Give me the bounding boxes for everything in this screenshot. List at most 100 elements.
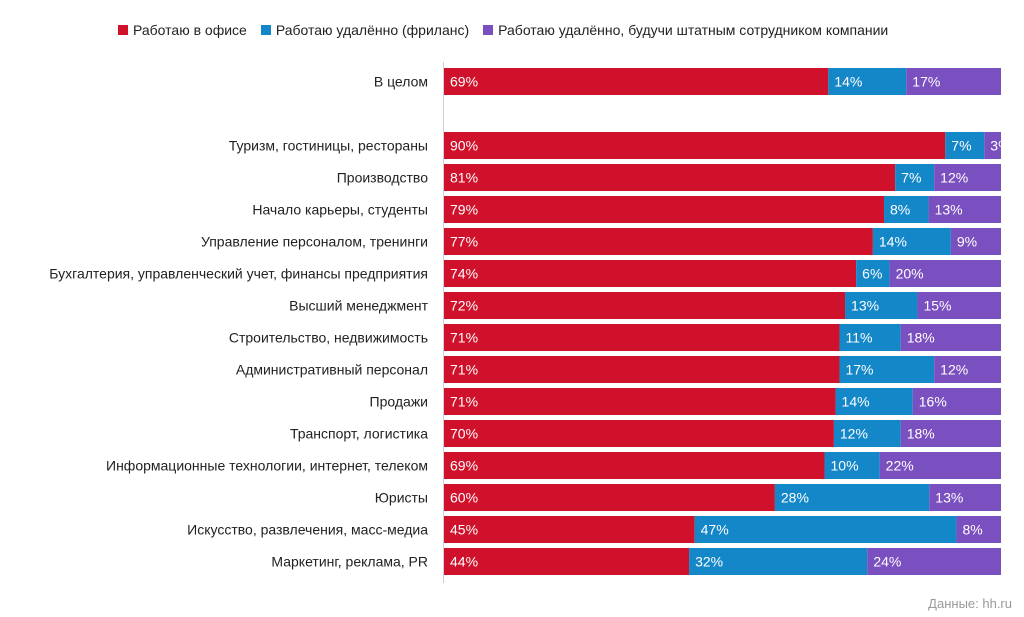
category-label: Туризм, гостиницы, рестораны xyxy=(229,138,428,154)
legend-swatch-remote-staff xyxy=(483,25,494,35)
data-label-remote-staff: 20% xyxy=(896,266,924,282)
category-label: Высший менеджмент xyxy=(289,298,428,314)
bar-row: Начало карьеры, студенты 79% 8% 13% xyxy=(252,196,1001,223)
data-label-freelance: 11% xyxy=(845,330,872,346)
legend-label-remote-staff: Работаю удалённо, будучи штатным сотрудн… xyxy=(498,22,889,38)
data-label-remote-staff: 8% xyxy=(962,522,982,538)
data-label-office: 77% xyxy=(450,234,478,250)
legend-swatch-freelance xyxy=(260,25,271,35)
bar-segment-freelance xyxy=(895,164,935,191)
data-label-office: 69% xyxy=(450,458,478,474)
bar-row: Высший менеджмент 72% 13% 15% xyxy=(289,292,1001,319)
data-label-freelance: 12% xyxy=(840,426,868,442)
bar-row: Транспорт, логистика 70% 12% 18% xyxy=(290,420,1001,447)
data-label-remote-staff: 18% xyxy=(907,330,935,346)
data-label-freelance: 28% xyxy=(781,490,809,506)
legend-item-office: Работаю в офисе xyxy=(118,22,247,38)
bar-segment-remote-staff xyxy=(900,420,1001,447)
bar-segment-office xyxy=(444,452,825,479)
bar-segment-freelance xyxy=(945,132,985,159)
data-label-freelance: 10% xyxy=(831,458,859,474)
bar-segment-office xyxy=(444,420,834,447)
legend-label-freelance: Работаю удалённо (фриланс) xyxy=(275,22,470,38)
bar-row: Управление персоналом, тренинги 77% 14% 9% xyxy=(201,228,1001,255)
data-label-remote-staff: 12% xyxy=(940,170,968,186)
category-label: Искусство, развлечения, масс-медиа xyxy=(187,522,428,538)
data-label-office: 74% xyxy=(450,266,478,282)
bar-segment-freelance xyxy=(689,548,868,575)
bar-segment-office xyxy=(444,164,896,191)
category-label: Информационные технологии, интернет, тел… xyxy=(106,458,428,474)
data-label-freelance: 7% xyxy=(901,170,921,186)
category-label: Начало карьеры, студенты xyxy=(252,202,428,218)
legend-item-remote-staff: Работаю удалённо, будучи штатным сотрудн… xyxy=(483,22,888,38)
data-label-remote-staff: 22% xyxy=(886,458,914,474)
bar-segment-remote-staff xyxy=(917,292,1001,319)
bar-segment-remote-staff xyxy=(950,228,1001,255)
bar-segment-office xyxy=(444,388,836,415)
data-label-office: 72% xyxy=(450,298,478,314)
bar-segment-remote-staff xyxy=(900,324,1001,351)
data-label-remote-staff: 15% xyxy=(923,298,951,314)
bar-segment-freelance xyxy=(856,260,890,287)
bar-segment-office xyxy=(444,196,885,223)
data-label-remote-staff: 16% xyxy=(919,394,947,410)
bar-segment-office xyxy=(444,132,946,159)
bar-segment-remote-staff xyxy=(934,356,1001,383)
data-label-freelance: 47% xyxy=(701,522,729,538)
data-label-office: 70% xyxy=(450,426,478,442)
bar-segment-office xyxy=(444,260,857,287)
category-label: Бухгалтерия, управленческий учет, финанс… xyxy=(49,266,428,282)
bar-row: Производство 81% 7% 12% xyxy=(337,164,1001,191)
data-label-remote-staff: 9% xyxy=(957,234,977,250)
data-label-freelance: 8% xyxy=(890,202,910,218)
bar-row: Искусство, развлечения, масс-медиа 45% 47%… xyxy=(187,516,1001,543)
bar-segment-freelance xyxy=(833,420,901,447)
category-label: В целом xyxy=(374,74,428,90)
bar-segment-office xyxy=(444,484,775,511)
bar-row: Строительство, недвижимость 71% 11% 18% xyxy=(229,324,1001,351)
bar-segment-freelance xyxy=(774,484,930,511)
bar-row: Маркетинг, реклама, PR 44% 32% 24% xyxy=(271,548,1001,575)
bar-segment-remote-staff xyxy=(912,388,1001,415)
bar-segment-remote-staff xyxy=(934,164,1001,191)
data-label-remote-staff: 17% xyxy=(912,74,940,90)
bar-segment-freelance xyxy=(824,452,880,479)
legend-label-office: Работаю в офисе xyxy=(133,22,247,38)
bar-segment-remote-staff xyxy=(889,260,1001,287)
bar-row: Туризм, гостиницы, рестораны 90% 7% 3% xyxy=(229,132,1011,159)
bar-segment-office xyxy=(444,324,840,351)
category-label: Маркетинг, реклама, PR xyxy=(271,554,428,570)
category-label: Строительство, недвижимость xyxy=(229,330,428,346)
bar-segment-freelance xyxy=(884,196,929,223)
bar-segment-freelance xyxy=(828,68,907,95)
data-label-office: 90% xyxy=(450,138,478,154)
bar-segment-remote-staff xyxy=(906,68,1001,95)
legend-swatch-office xyxy=(118,25,128,35)
data-label-office: 45% xyxy=(450,522,478,538)
bar-segment-freelance xyxy=(839,356,935,383)
data-label-freelance: 13% xyxy=(851,298,879,314)
category-label: Административный персонал xyxy=(236,362,428,378)
data-label-office: 79% xyxy=(450,202,478,218)
bar-segment-remote-staff xyxy=(956,516,1001,543)
data-label-remote-staff: 18% xyxy=(907,426,935,442)
bar-row: Административный персонал 71% 17% 12% xyxy=(236,356,1001,383)
bar-segment-remote-staff xyxy=(928,196,1001,223)
data-label-office: 60% xyxy=(450,490,478,506)
data-label-freelance: 32% xyxy=(695,554,723,570)
data-label-freelance: 14% xyxy=(834,74,862,90)
data-label-office: 69% xyxy=(450,74,478,90)
data-label-freelance: 17% xyxy=(845,362,873,378)
bar-segment-office xyxy=(444,68,829,95)
bar-segment-office xyxy=(444,516,695,543)
bar-segment-freelance xyxy=(872,228,951,255)
data-label-office: 71% xyxy=(450,330,478,346)
bar-segment-office xyxy=(444,228,873,255)
data-label-remote-staff: 13% xyxy=(935,490,963,506)
data-label-remote-staff: 13% xyxy=(935,202,963,218)
data-label-remote-staff: 24% xyxy=(873,554,901,570)
bar-row: Информационные технологии, интернет, тел… xyxy=(106,452,1001,479)
category-label: Продажи xyxy=(370,394,428,410)
bar-segment-office xyxy=(444,292,846,319)
